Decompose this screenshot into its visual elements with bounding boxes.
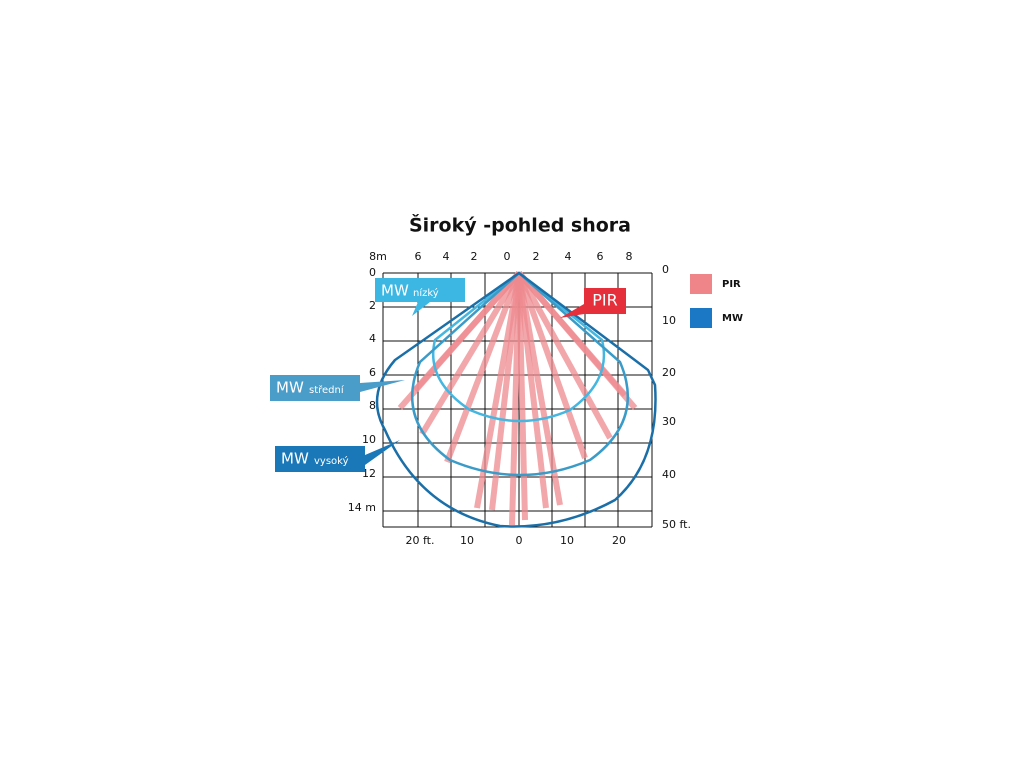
left-axis-label: 8 [369, 399, 376, 412]
bottom-axis-label: 20 ft. [406, 534, 435, 547]
mw-mid-zone [410, 271, 630, 477]
top-axis-label: 2 [533, 250, 540, 263]
callout-mw-mid: MW střední [270, 375, 405, 401]
right-axis-label: 20 [662, 366, 676, 379]
mw-zones [375, 271, 657, 528]
left-axis-label: 6 [369, 366, 376, 379]
left-axis-label: 12 [362, 467, 376, 480]
callout-sub: střední [309, 384, 345, 396]
mw-low-zone [431, 271, 606, 423]
top-axis-label: 4 [565, 250, 572, 263]
top-axis-label: 6 [415, 250, 422, 263]
bottom-axis-label: 10 [560, 534, 574, 547]
top-axis-label: 8m [369, 250, 387, 263]
left-axis-label: 4 [369, 332, 376, 345]
pir-ray [412, 271, 522, 392]
top-axis-label: 8 [626, 250, 633, 263]
pir-ray [516, 271, 588, 460]
legend-label: MW [722, 313, 743, 324]
right-axis-label: 40 [662, 468, 676, 481]
right-axis-label: 50 ft. [662, 518, 691, 531]
bottom-axis-label: 0 [516, 534, 523, 547]
left-axis-label: 14 m [348, 501, 376, 514]
pir-ray [444, 271, 522, 464]
title: Široký -pohled shora [409, 213, 631, 237]
top-axis-label: 6 [597, 250, 604, 263]
top-axis-label: 4 [443, 250, 450, 263]
right-axis-label: 10 [662, 314, 676, 327]
pir-ray [516, 272, 563, 506]
pir-ray [516, 271, 613, 440]
top-axis-label: 0 [504, 250, 511, 263]
callout-pir: PIR [560, 288, 626, 318]
pir-ray [419, 271, 522, 436]
pir-ray [516, 272, 528, 521]
callout-sub: vysoký [314, 455, 349, 467]
left-axis-label: 0 [369, 266, 376, 279]
bottom-axis-label: 10 [460, 534, 474, 547]
right-axis-label: 30 [662, 415, 676, 428]
right-axis-label: 0 [662, 263, 669, 276]
callout-main: MW [281, 450, 309, 468]
callout-main: PIR [592, 291, 617, 310]
callout-sub: nízký [413, 287, 439, 299]
pir-ray [516, 271, 628, 397]
top-axis-label: 2 [471, 250, 478, 263]
bottom-axis-label: 20 [612, 534, 626, 547]
left-axis-label: 2 [369, 299, 376, 312]
callout-main: MW [381, 282, 409, 300]
pir-ray [489, 272, 522, 511]
legend-swatch-pir [690, 274, 712, 294]
callout-mw-low: MW nízký [375, 278, 465, 316]
callout-mw-high: MW vysoký [275, 440, 400, 472]
mw-high-zone [375, 271, 657, 528]
left-axis-label: 10 [362, 433, 376, 446]
pir-rays [397, 271, 638, 526]
legend-label: PIR [722, 279, 741, 290]
legend-swatch-mw [690, 308, 712, 328]
callout-main: MW [276, 379, 304, 397]
